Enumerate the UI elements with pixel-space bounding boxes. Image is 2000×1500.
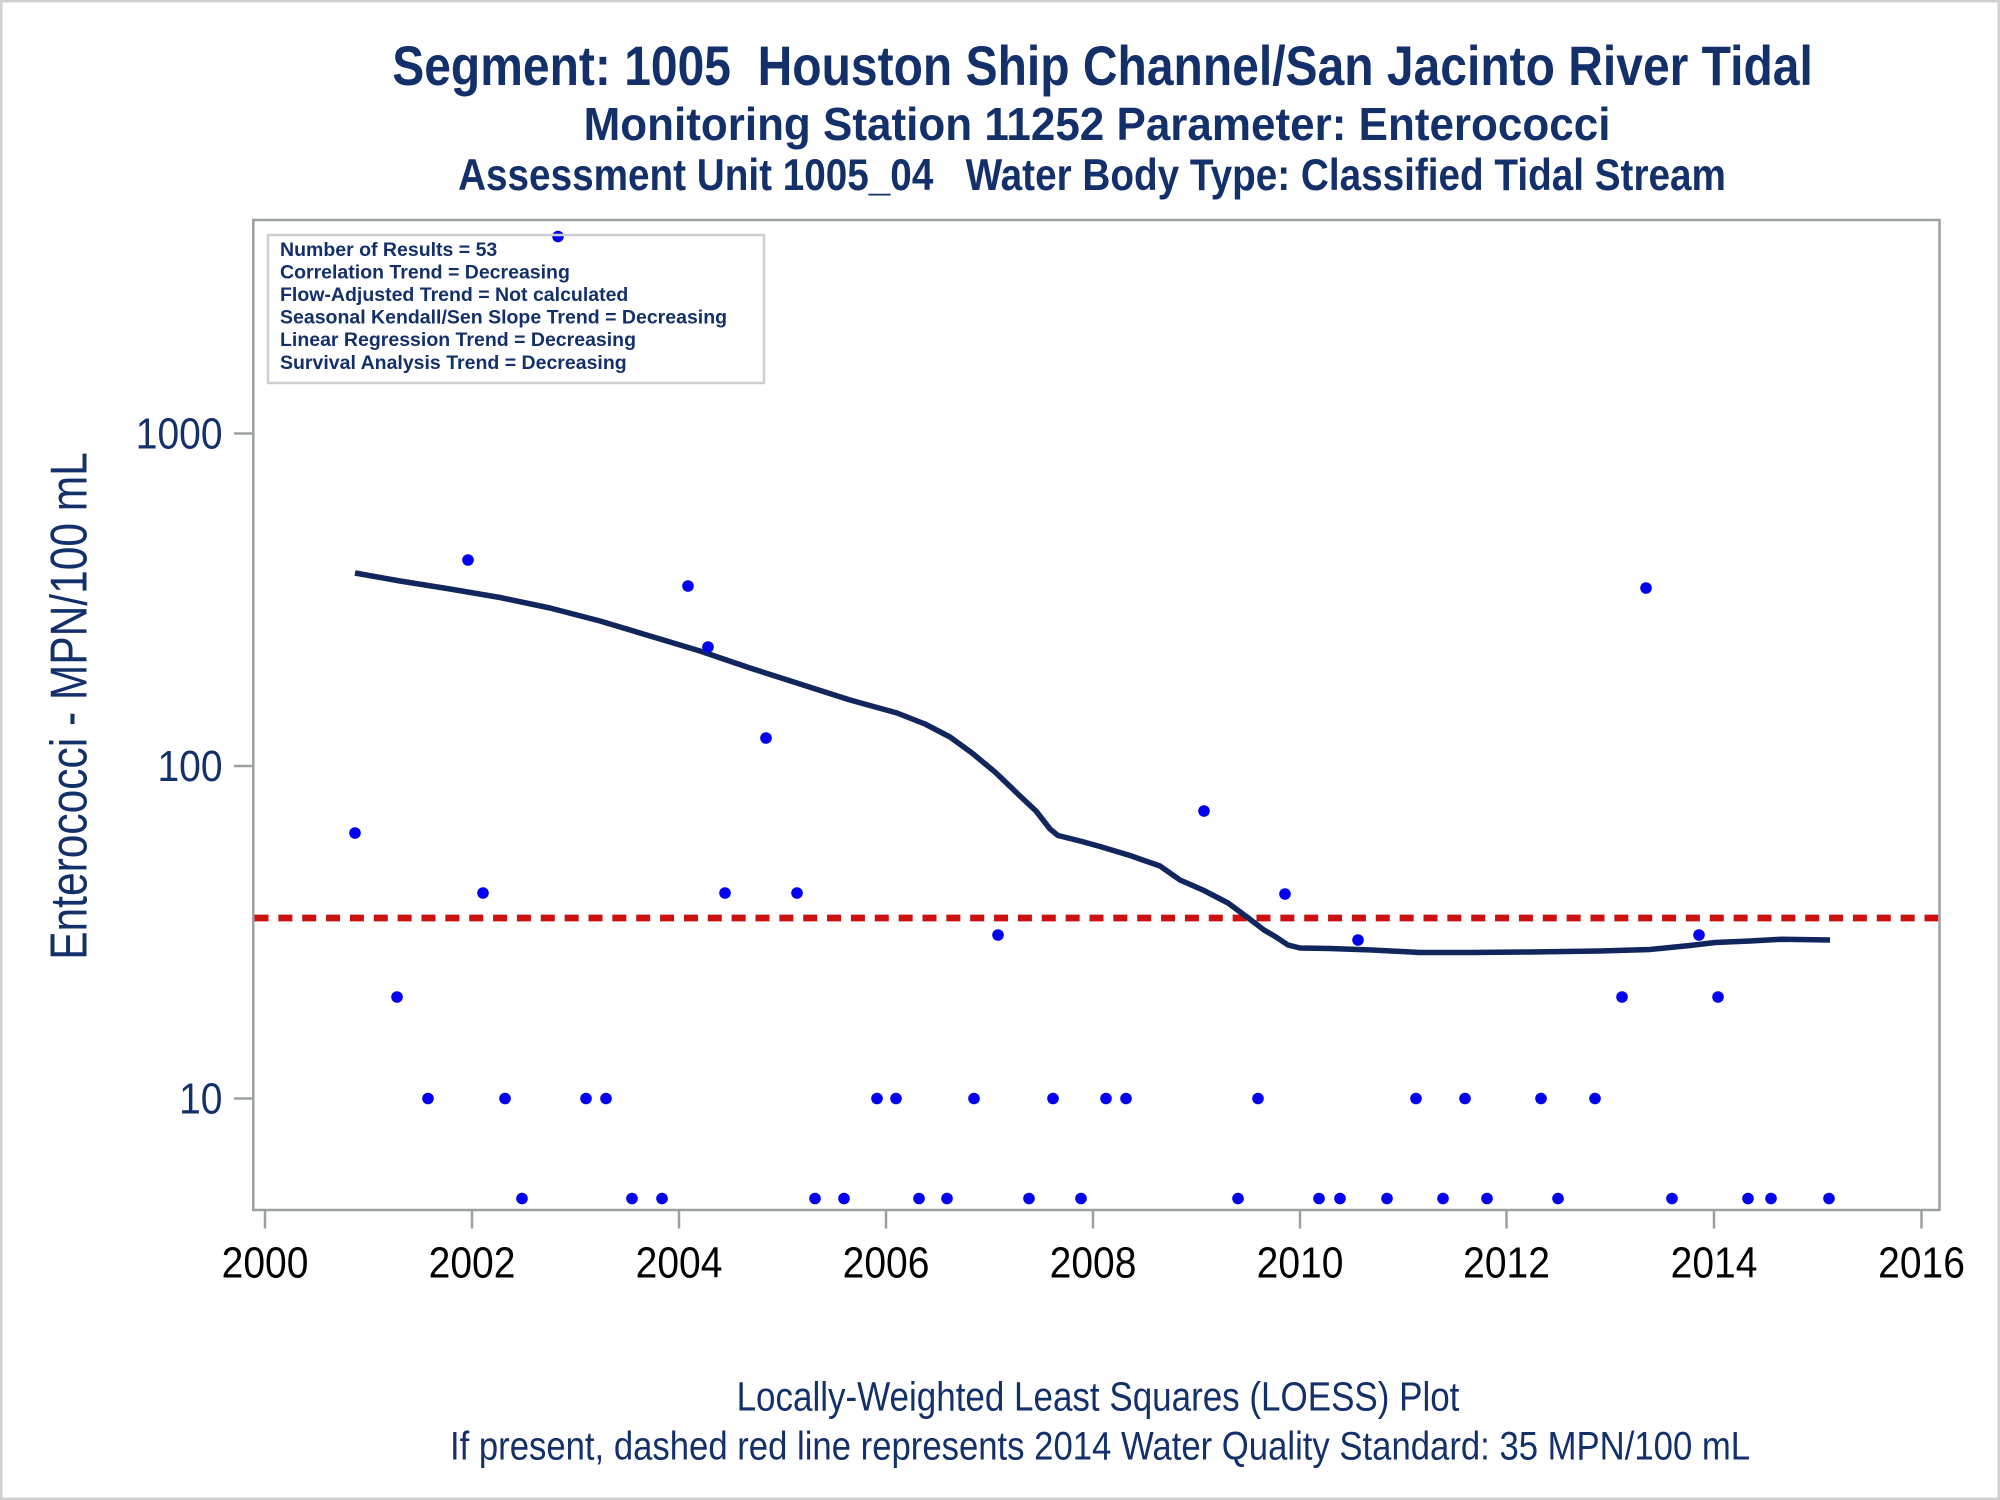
svg-text:Seasonal Kendall/Sen Slope Tre: Seasonal Kendall/Sen Slope Trend = Decre… xyxy=(280,307,727,329)
svg-text:2014: 2014 xyxy=(1671,1238,1758,1287)
svg-text:Survival Analysis Trend = Decr: Survival Analysis Trend = Decreasing xyxy=(280,352,627,374)
svg-text:Segment: 1005 Houston Ship Ch: Segment: 1005 Houston Ship Channel/San J… xyxy=(392,35,1813,97)
svg-text:2016: 2016 xyxy=(1878,1238,1965,1287)
svg-text:10: 10 xyxy=(179,1074,222,1123)
svg-text:1000: 1000 xyxy=(136,409,223,458)
svg-text:Linear Regression Trend = Decr: Linear Regression Trend = Decreasing xyxy=(280,329,636,351)
svg-text:Assessment Unit 1005_04 Wate: Assessment Unit 1005_04 Water Body Type:… xyxy=(458,150,1726,200)
svg-text:Locally-Weighted Least Squares: Locally-Weighted Least Squares (LOESS) P… xyxy=(737,1375,1460,1420)
svg-text:If present, dashed red line re: If present, dashed red line represents 2… xyxy=(450,1423,1750,1468)
svg-text:2010: 2010 xyxy=(1257,1238,1344,1287)
svg-text:100: 100 xyxy=(157,742,222,791)
svg-text:Monitoring Station 11252 Param: Monitoring Station 11252 Parameter: Ente… xyxy=(584,98,1611,150)
svg-text:2004: 2004 xyxy=(636,1238,723,1287)
svg-text:Correlation Trend = Decreasing: Correlation Trend = Decreasing xyxy=(280,261,570,283)
svg-text:2000: 2000 xyxy=(222,1238,309,1287)
svg-text:Enterococci - MPN/100 mL: Enterococci - MPN/100 mL xyxy=(41,452,99,960)
svg-text:2008: 2008 xyxy=(1050,1238,1137,1287)
svg-text:Number of Results = 53: Number of Results = 53 xyxy=(280,239,497,261)
svg-text:2012: 2012 xyxy=(1463,1238,1550,1287)
svg-text:2002: 2002 xyxy=(429,1238,516,1287)
svg-text:Flow-Adjusted Trend = Not calc: Flow-Adjusted Trend = Not calculated xyxy=(280,284,628,306)
svg-text:2006: 2006 xyxy=(843,1238,930,1287)
